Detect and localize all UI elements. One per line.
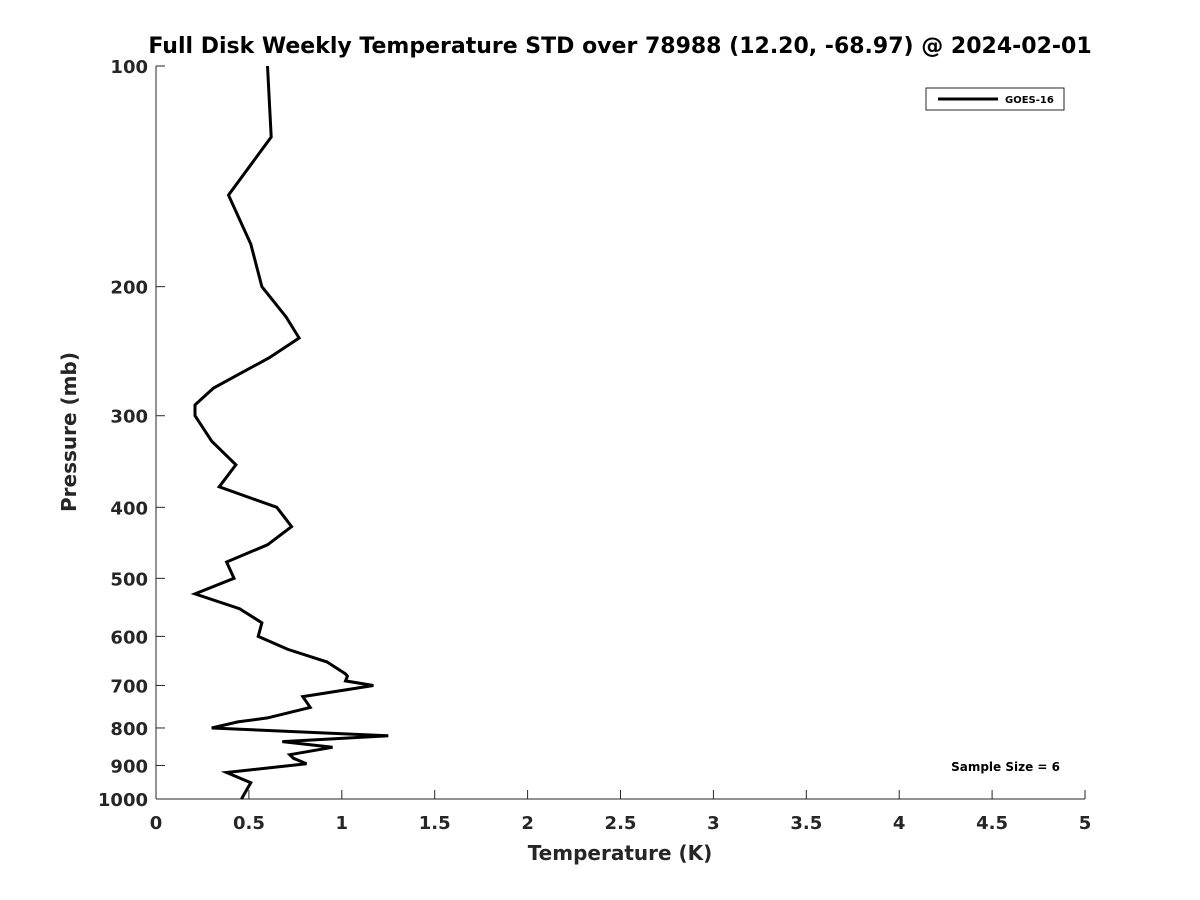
x-tick-label: 1.5 xyxy=(419,813,451,834)
series-line-goes-16 xyxy=(190,65,389,800)
y-tick-label: 300 xyxy=(110,407,148,428)
sample-size-annotation: Sample Size = 6 xyxy=(951,760,1060,774)
y-tick-label: 600 xyxy=(110,627,148,648)
x-axis-label: Temperature (K) xyxy=(528,841,713,865)
y-ticks: 100 200 300 400 500 600 700 800 900 1000 xyxy=(98,57,165,811)
x-ticks: 0 0.5 1 1.5 2 2.5 3 3.5 4 4.5 5 xyxy=(150,790,1092,834)
x-tick-label: 5 xyxy=(1079,813,1092,834)
y-tick-label: 100 xyxy=(110,57,148,78)
y-tick-label: 900 xyxy=(110,756,148,777)
x-tick-label: 1 xyxy=(336,813,349,834)
legend: GOES-16 xyxy=(925,87,1065,111)
y-tick-label: 700 xyxy=(110,676,148,697)
x-tick-label: 0 xyxy=(150,813,163,834)
y-tick-label: 200 xyxy=(110,278,148,299)
y-tick-label: 500 xyxy=(110,569,148,590)
y-tick-label: 400 xyxy=(110,498,148,519)
x-tick-label: 2.5 xyxy=(605,813,637,834)
legend-label-goes-16: GOES-16 xyxy=(1005,95,1054,106)
chart-title: Full Disk Weekly Temperature STD over 78… xyxy=(148,34,1091,59)
plot-area: 0 0.5 1 1.5 2 2.5 3 3.5 4 4.5 5 100 200 300 400 500 600… xyxy=(98,57,1091,834)
x-tick-label: 3 xyxy=(707,813,720,834)
series-layer xyxy=(190,65,389,800)
y-tick-label: 800 xyxy=(110,719,148,740)
x-tick-label: 0.5 xyxy=(233,813,265,834)
x-tick-label: 4.5 xyxy=(976,813,1008,834)
y-tick-label: 1000 xyxy=(98,790,148,811)
y-axis-label: Pressure (mb) xyxy=(57,352,81,512)
x-tick-label: 2 xyxy=(521,813,534,834)
x-tick-label: 4 xyxy=(893,813,906,834)
x-tick-label: 3.5 xyxy=(790,813,822,834)
